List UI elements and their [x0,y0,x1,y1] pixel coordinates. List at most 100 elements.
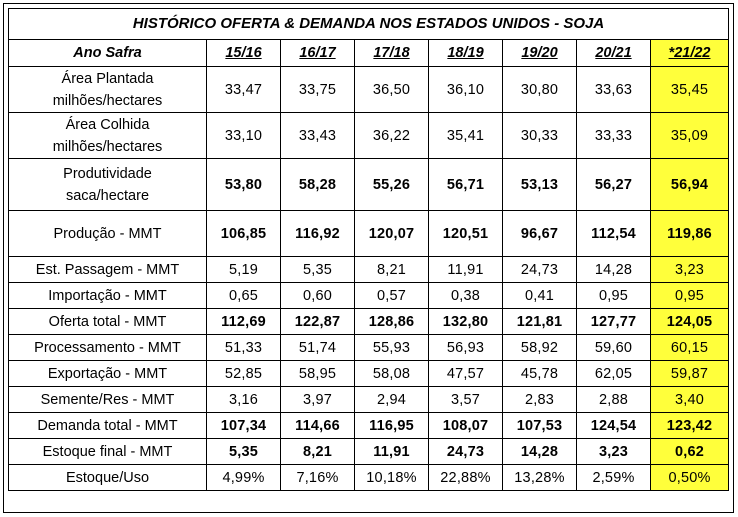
value-cell: 33,75 [280,66,355,113]
value-cell: 112,54 [576,210,651,257]
value-cell: 33,33 [576,112,651,159]
year-header: 20/21 [576,39,651,67]
header-row: Ano Safra 15/16 16/17 17/18 18/19 19/20 … [8,39,730,67]
row-label-unit: milhões/hectares [52,92,163,109]
table-frame: HISTÓRICO OFERTA & DEMANDA NOS ESTADOS U… [3,3,734,513]
value-cell: 56,71 [428,158,503,211]
row-label-line: Área Plantada [61,70,154,87]
value-cell: 0,38 [428,282,503,309]
projection-cell: 3,23 [649,256,730,283]
value-cell: 11,91 [354,438,429,465]
value-cell: 45,78 [502,360,577,387]
value-cell: 2,83 [502,386,577,413]
table-title: HISTÓRICO OFERTA & DEMANDA NOS ESTADOS U… [7,8,730,40]
value-cell: 24,73 [428,438,503,465]
value-cell: 116,95 [354,412,429,439]
row-label: Semente/Res - MMT [8,386,207,413]
row-label: Área Plantada milhões/hectares [8,66,207,113]
table-row: Exportação - MMT 52,85 58,95 58,08 47,57 45,7… [8,360,730,387]
value-cell: 2,88 [576,386,651,413]
row-label: Oferta total - MMT [8,308,207,335]
value-cell: 4,99% [206,464,281,491]
table-row: Produção - MMT 106,85 116,92 120,07 120,51 96… [8,210,730,257]
row-label-line: Oferta total - MMT [48,313,167,330]
value-cell: 33,10 [206,112,281,159]
value-cell: 3,23 [576,438,651,465]
value-cell: 0,41 [502,282,577,309]
row-label: Processamento - MMT [8,334,207,361]
value-cell: 121,81 [502,308,577,335]
value-cell: 11,91 [428,256,503,283]
value-cell: 3,16 [206,386,281,413]
row-label: Exportação - MMT [8,360,207,387]
value-cell: 108,07 [428,412,503,439]
value-cell: 3,57 [428,386,503,413]
value-cell: 30,80 [502,66,577,113]
projection-cell: 35,45 [649,66,730,113]
value-cell: 36,10 [428,66,503,113]
row-label-line: Área Colhida [65,116,150,133]
value-cell: 33,63 [576,66,651,113]
value-cell: 58,95 [280,360,355,387]
table-row: Estoque/Uso 4,99% 7,16% 10,18% 22,88% 13,28% 2… [8,464,730,491]
table-row: Oferta total - MMT 112,69 122,87 128,86 132,… [8,308,730,335]
value-cell: 47,57 [428,360,503,387]
table-row: Processamento - MMT 51,33 51,74 55,93 56,93 5… [8,334,730,361]
row-label-unit: saca/hectare [65,187,150,204]
projection-cell: 59,87 [649,360,730,387]
row-label-line: Produtividade [63,165,152,182]
value-cell: 132,80 [428,308,503,335]
value-cell: 106,85 [206,210,281,257]
value-cell: 0,57 [354,282,429,309]
value-cell: 2,59% [576,464,651,491]
year-header: 15/16 [206,39,281,67]
row-label: Produtividade saca/hectare [8,158,207,211]
table-row: Est. Passagem - MMT 5,19 5,35 8,21 11,91 24,7… [8,256,730,283]
table-row: Estoque final - MMT 5,35 8,21 11,91 24,73 14,… [8,438,730,465]
row-label-line: Estoque final - MMT [42,443,173,460]
projection-cell: 0,50% [649,464,730,491]
value-cell: 5,35 [280,256,355,283]
projection-cell: 3,40 [649,386,730,413]
row-label-line: Est. Passagem - MMT [35,261,180,278]
value-cell: 33,43 [280,112,355,159]
projection-cell: 0,95 [649,282,730,309]
value-cell: 58,28 [280,158,355,211]
row-label: Produção - MMT [8,210,207,257]
value-cell: 122,87 [280,308,355,335]
value-cell: 56,93 [428,334,503,361]
value-cell: 0,95 [576,282,651,309]
projection-cell: 60,15 [649,334,730,361]
value-cell: 5,35 [206,438,281,465]
table-row: Importação - MMT 0,65 0,60 0,57 0,38 0,41 0,95… [8,282,730,309]
row-label-line: Importação - MMT [48,287,167,304]
row-label: Importação - MMT [8,282,207,309]
value-cell: 62,05 [576,360,651,387]
value-cell: 96,67 [502,210,577,257]
value-cell: 5,19 [206,256,281,283]
row-label-unit: milhões/hectares [52,138,163,155]
value-cell: 24,73 [502,256,577,283]
projection-cell: 0,62 [649,438,730,465]
value-cell: 2,94 [354,386,429,413]
year-header: 18/19 [428,39,503,67]
value-cell: 3,97 [280,386,355,413]
row-label-line: Exportação - MMT [47,365,168,382]
value-cell: 0,65 [206,282,281,309]
value-cell: 51,74 [280,334,355,361]
value-cell: 128,86 [354,308,429,335]
row-label-line: Produção - MMT [53,225,162,242]
table-row: Área Plantada milhões/hectares 33,47 33,75 3… [8,66,730,113]
table-row: Produtividade saca/hectare 53,80 58,28 55,26… [8,158,730,211]
header-label: Ano Safra [8,39,207,67]
row-label: Est. Passagem - MMT [8,256,207,283]
year-header: 19/20 [502,39,577,67]
value-cell: 35,41 [428,112,503,159]
row-label-line: Semente/Res - MMT [40,391,175,408]
year-header: 17/18 [354,39,429,67]
row-label: Estoque/Uso [8,464,207,491]
value-cell: 52,85 [206,360,281,387]
projection-cell: 35,09 [649,112,730,159]
value-cell: 10,18% [354,464,429,491]
value-cell: 107,53 [502,412,577,439]
